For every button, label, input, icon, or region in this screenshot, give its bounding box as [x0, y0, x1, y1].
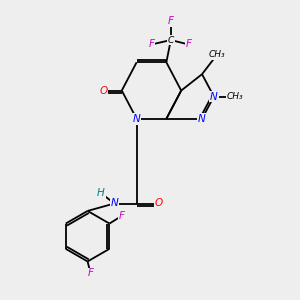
Text: H: H	[97, 188, 105, 198]
Text: F: F	[118, 211, 124, 221]
Text: N: N	[133, 114, 140, 124]
Text: O: O	[99, 85, 107, 96]
Text: O: O	[155, 199, 163, 208]
Text: N: N	[110, 199, 118, 208]
Text: F: F	[88, 268, 94, 278]
Text: CH₃: CH₃	[226, 92, 243, 101]
Text: F: F	[168, 16, 174, 26]
Text: F: F	[186, 40, 192, 50]
Text: N: N	[210, 92, 218, 101]
Text: N: N	[198, 114, 206, 124]
Text: F: F	[148, 40, 154, 50]
Text: C: C	[168, 35, 174, 44]
Text: CH₃: CH₃	[208, 50, 225, 59]
